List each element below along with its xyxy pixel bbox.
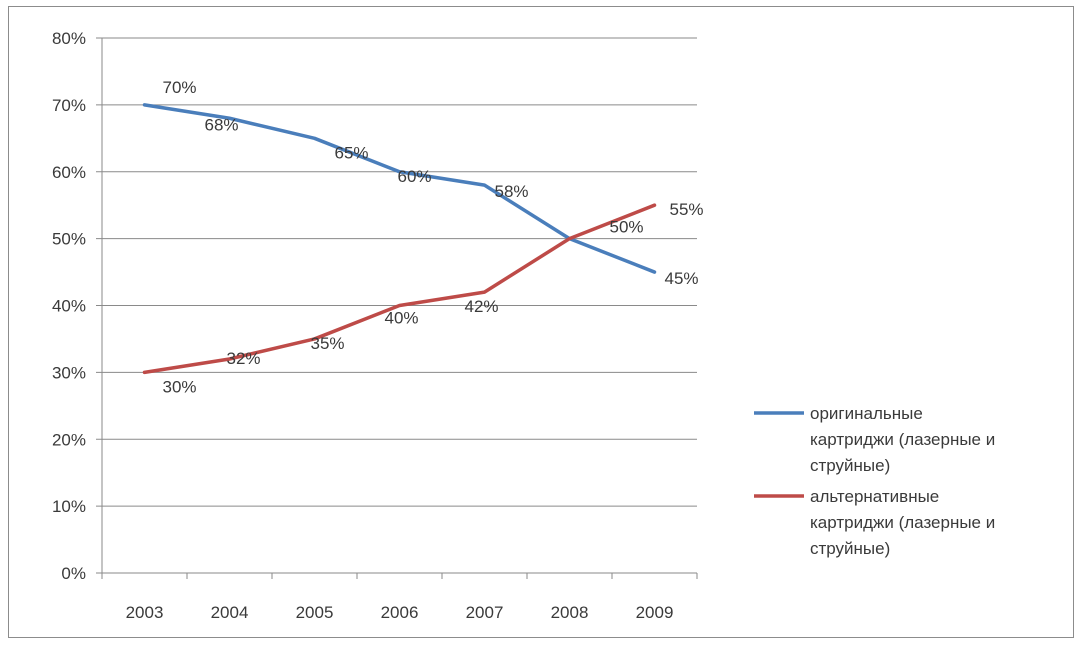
- legend-entry-text: альтернативные: [810, 487, 939, 506]
- series-line-2: [142, 203, 657, 375]
- y-tick-label: 0%: [61, 564, 86, 583]
- x-tick-label: 2006: [381, 603, 419, 622]
- data-labels: 70% 68% 65% 60% 58% 50% 45% 30% 32% 35% 40% 42% 55%: [163, 78, 704, 397]
- legend-entry-text: струйные): [810, 539, 890, 558]
- x-tick-label: 2005: [296, 603, 334, 622]
- legend-entry-text: картриджи (лазерные и: [810, 513, 995, 532]
- y-tick-label: 40%: [52, 297, 86, 316]
- y-tick-label: 50%: [52, 230, 86, 249]
- data-label: 70%: [163, 78, 197, 97]
- data-label: 50%: [610, 218, 644, 237]
- y-tick-label: 80%: [52, 29, 86, 48]
- data-label: 30%: [163, 377, 197, 396]
- gridlines: [102, 37, 697, 507]
- data-label: 65%: [335, 143, 369, 162]
- data-label: 55%: [670, 200, 704, 219]
- x-tick-label: 2003: [126, 603, 164, 622]
- legend-entry-text: струйные): [810, 456, 890, 475]
- axes: 0% 10% 20% 30% 40% 50% 60% 70% 80% 2003 2004 2005 20…: [52, 29, 698, 622]
- legend: оригинальные картриджи (лазерные и струйны…: [754, 404, 995, 558]
- legend-entry-text: оригинальные: [810, 404, 923, 423]
- x-tick-label: 2008: [551, 603, 589, 622]
- y-tick-label: 20%: [52, 430, 86, 449]
- y-tick-label: 30%: [52, 363, 86, 382]
- data-label: 58%: [495, 182, 529, 201]
- y-tick-label: 70%: [52, 96, 86, 115]
- data-label: 45%: [665, 269, 699, 288]
- data-label: 60%: [398, 167, 432, 186]
- y-tick-label: 60%: [52, 163, 86, 182]
- data-label: 40%: [385, 309, 419, 328]
- x-tick-label: 2009: [636, 603, 674, 622]
- y-tick-label: 10%: [52, 497, 86, 516]
- data-label: 68%: [205, 115, 239, 134]
- series-lines: [142, 103, 657, 375]
- line-chart: 0% 10% 20% 30% 40% 50% 60% 70% 80% 2003 2004 2005 20…: [52, 29, 995, 622]
- data-label: 35%: [311, 334, 345, 353]
- data-label: 32%: [227, 349, 261, 368]
- data-label: 42%: [465, 297, 499, 316]
- x-tick-label: 2004: [211, 603, 249, 622]
- x-tick-label: 2007: [466, 603, 504, 622]
- chart-frame: 0% 10% 20% 30% 40% 50% 60% 70% 80% 2003 2004 2005 20…: [8, 6, 1074, 638]
- legend-entry-text: картриджи (лазерные и: [810, 430, 995, 449]
